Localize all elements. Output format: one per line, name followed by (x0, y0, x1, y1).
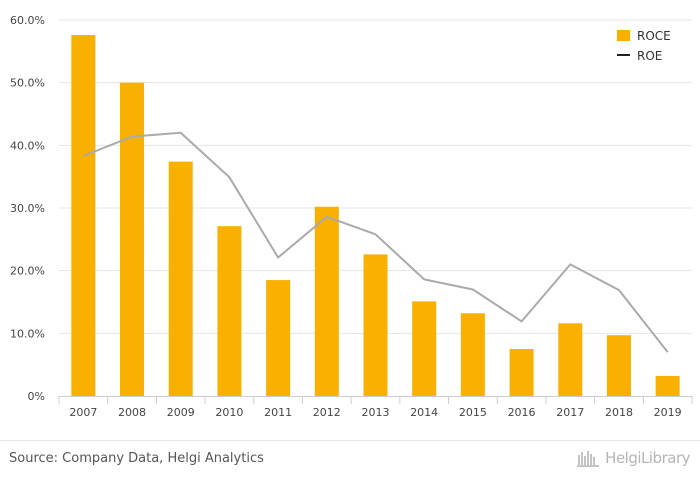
roce-bar (363, 254, 388, 396)
y-tick-label: 10.0% (10, 327, 45, 340)
roce-bar (655, 375, 680, 396)
y-tick-label: 30.0% (10, 202, 45, 215)
footer: Source: Company Data, Helgi Analytics He… (0, 440, 700, 483)
roce-bar (168, 161, 193, 396)
roce-bar (606, 335, 631, 396)
legend-roe-label: ROE (637, 49, 662, 63)
legend-roce-swatch (617, 30, 630, 41)
y-tick-label: 20.0% (10, 265, 45, 278)
roce-bar (412, 301, 437, 396)
grid-lines (59, 19, 692, 334)
library-logo-icon (577, 451, 600, 467)
y-tick-label: 40.0% (10, 139, 45, 152)
chart-svg: 0%10.0%20.0%30.0%40.0%50.0%60.0% 2007 200… (10, 14, 693, 419)
x-tick-label: 2007 (69, 406, 97, 419)
x-tick-label: 2017 (556, 406, 584, 419)
y-axis-tick-labels: 0% 10.0% 20.0% 30.0% 40.0% 50.0% 60.0% (10, 14, 45, 403)
x-tick-label: 2008 (118, 406, 146, 419)
y-tick-label: 50.0% (10, 77, 45, 90)
roce-bar (71, 35, 96, 396)
roce-bar (509, 349, 534, 396)
legend-roce-label: ROCE (637, 29, 671, 43)
x-tick-label: 2018 (605, 406, 633, 419)
x-tick-label: 2014 (410, 406, 438, 419)
source-text: Source: Company Data, Helgi Analytics (9, 451, 264, 466)
x-tick-label: 2013 (362, 406, 390, 419)
brand-name: HelgiLibrary (605, 449, 690, 467)
roce-bar (558, 323, 583, 396)
roce-bar (266, 280, 291, 396)
roce-bar (460, 313, 485, 396)
brand[interactable]: HelgiLibrary (577, 449, 690, 467)
roe-line-layer (82, 131, 669, 353)
y-tick-label: 0% (28, 390, 45, 403)
x-axis (58, 396, 693, 404)
legend: ROCE ROE (617, 29, 671, 63)
roce-bar (314, 206, 339, 396)
x-tick-label: 2019 (654, 406, 682, 419)
y-tick-label: 60.0% (10, 14, 45, 27)
x-axis-tick-labels: 2007 2008 2009 2010 2011 2012 2013 2014 2015 2016… (69, 406, 681, 419)
x-tick-label: 2012 (313, 406, 341, 419)
roce-bar (217, 226, 242, 396)
x-tick-label: 2015 (459, 406, 487, 419)
legend-roe-swatch (617, 54, 630, 56)
roce-bars (71, 35, 680, 397)
x-tick-label: 2016 (508, 406, 536, 419)
x-tick-label: 2009 (167, 406, 195, 419)
roe-line (82, 131, 669, 353)
x-tick-label: 2011 (264, 406, 292, 419)
roce-bar (120, 82, 145, 397)
x-tick-label: 2010 (215, 406, 243, 419)
